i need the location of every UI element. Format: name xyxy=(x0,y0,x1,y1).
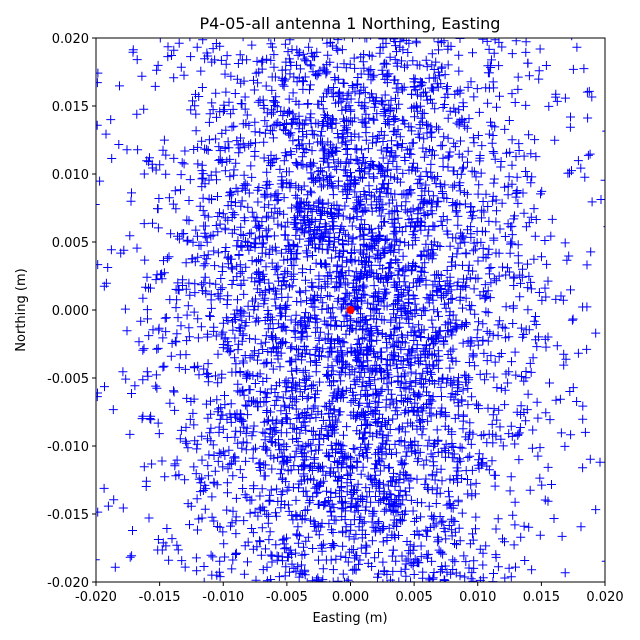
blue-points-series xyxy=(96,38,605,582)
y-tick-label: 0.020 xyxy=(52,32,89,47)
red-center-point xyxy=(346,306,355,314)
x-tick-label: -0.005 xyxy=(266,590,308,605)
x-tick-label: 0.015 xyxy=(523,590,560,605)
x-axis: -0.020 -0.015 -0.010 -0.005 0.000 0.005 0.010 0… xyxy=(75,582,624,605)
y-tick-label: 0.015 xyxy=(52,100,89,115)
y-tick-label: 0.000 xyxy=(52,304,89,319)
red-points-series xyxy=(346,306,355,314)
x-tick-label: 0.000 xyxy=(332,590,369,605)
y-tick-label: 0.005 xyxy=(52,236,89,251)
x-tick-label: 0.005 xyxy=(396,590,433,605)
y-axis-label: Northing (m) xyxy=(14,268,29,351)
blue-plus-markers xyxy=(96,38,605,582)
y-tick-label: -0.020 xyxy=(47,576,89,591)
x-axis-label: Easting (m) xyxy=(312,611,387,626)
x-tick-label: -0.010 xyxy=(202,590,244,605)
y-tick-label: -0.010 xyxy=(47,440,89,455)
x-tick-label: 0.020 xyxy=(586,590,623,605)
y-tick-label: -0.015 xyxy=(47,508,89,523)
x-tick-label: -0.020 xyxy=(75,590,117,605)
chart-title: P4-05-all antenna 1 Northing, Easting xyxy=(200,14,501,33)
plot-area xyxy=(96,38,605,582)
y-axis: -0.020 -0.015 -0.010 -0.005 0.000 0.005 0.010 0… xyxy=(47,32,96,591)
y-tick-label: 0.010 xyxy=(52,168,89,183)
x-tick-label: 0.010 xyxy=(459,590,496,605)
y-tick-label: -0.005 xyxy=(47,372,89,387)
x-tick-label: -0.015 xyxy=(139,590,181,605)
